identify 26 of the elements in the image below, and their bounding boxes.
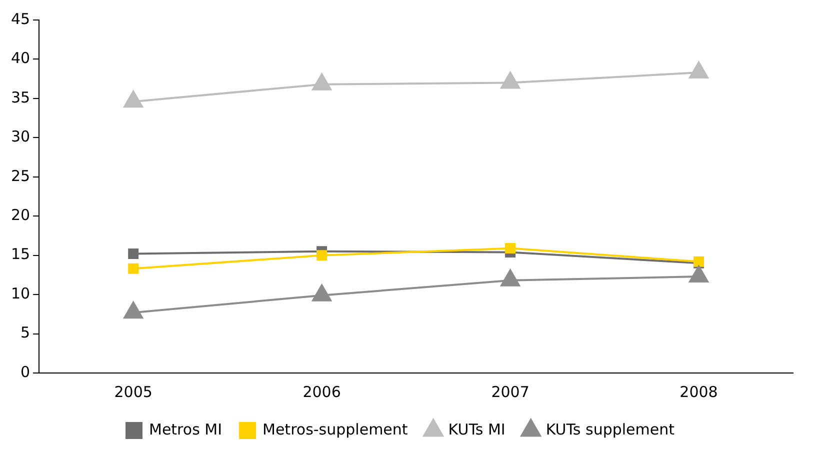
y-tick-label: 10 — [10, 284, 30, 302]
legend-label: Metros MI — [149, 420, 222, 438]
x-tick-label: 2005 — [114, 382, 152, 401]
y-tick-label: 15 — [10, 245, 30, 264]
x-tick-label: 2008 — [680, 382, 718, 401]
y-tick-label: 35 — [10, 88, 30, 106]
point — [128, 263, 139, 274]
y-tick-label: 0 — [20, 362, 30, 381]
x-tick-label: 2007 — [491, 382, 530, 401]
x-tick-label: 2006 — [302, 382, 341, 401]
point — [316, 250, 328, 261]
point — [689, 62, 708, 79]
point — [128, 248, 139, 260]
y-tick-label: 30 — [10, 128, 30, 146]
y-tick-label: 40 — [10, 49, 30, 68]
y-tick-label: 20 — [10, 206, 30, 224]
y-tick-label: 5 — [20, 324, 30, 342]
y-tick-label: 25 — [10, 166, 30, 185]
point — [500, 72, 520, 89]
legend-label: KUTs MI — [448, 420, 506, 438]
point — [124, 90, 143, 108]
y-tick-label: 45 — [10, 10, 30, 28]
legend-label: KUTs supplement — [546, 420, 675, 438]
point — [312, 73, 332, 90]
legend-label: Metros-supplement — [262, 420, 408, 438]
point — [505, 243, 516, 254]
